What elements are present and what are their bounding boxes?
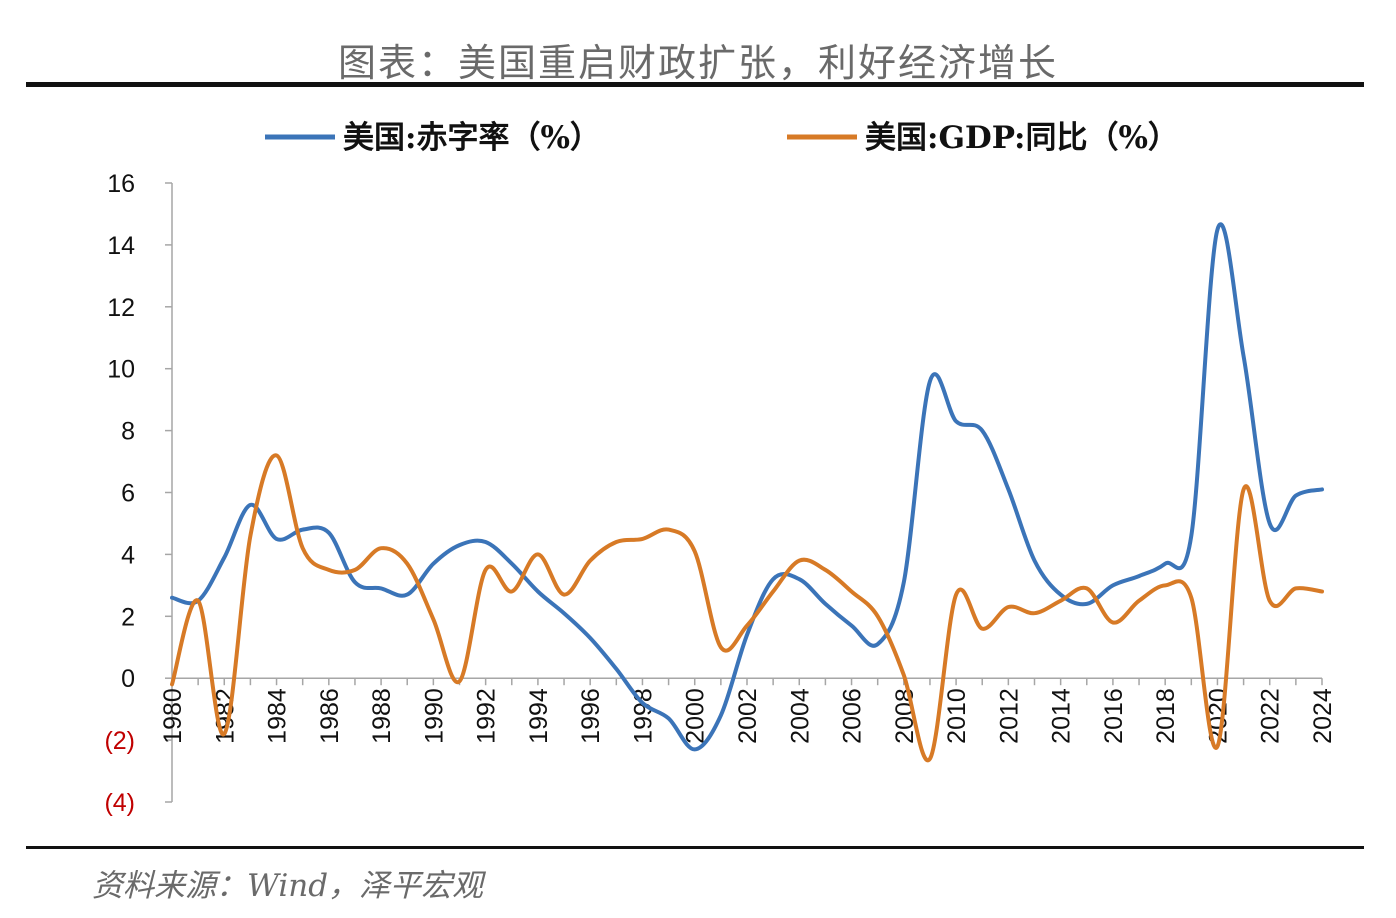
x-tick-label: 2004	[786, 688, 814, 744]
y-tick-label: 10	[107, 356, 135, 384]
x-tick-label: 1994	[525, 688, 553, 744]
y-tick-label: 2	[121, 603, 135, 631]
x-tick-label: 2000	[682, 688, 710, 744]
series-line-2	[170, 453, 1324, 763]
x-tick-label: 2014	[1048, 688, 1076, 744]
legend: 美国:赤字率（%） 美国:GDP:同比（%）	[265, 120, 1179, 156]
y-tick-label: (2)	[104, 727, 135, 755]
y-tick-label: 4	[121, 541, 135, 569]
x-tick-label: 1988	[368, 688, 396, 744]
x-tick-label: 1984	[264, 688, 292, 744]
x-tick-label: 2024	[1309, 688, 1337, 744]
y-tick-label: 8	[121, 418, 135, 446]
legend-label-2: 美国:GDP:同比（%）	[865, 120, 1179, 156]
chart-title: 图表：美国重启财政扩张，利好经济增长	[337, 41, 1058, 85]
x-tick-label: 2012	[995, 688, 1023, 744]
x-tick-label: 1992	[473, 688, 501, 744]
y-axis: 16 14 12 10 8 6 4 2 0 (2) (4)	[104, 170, 173, 817]
y-tick-label: 12	[107, 294, 135, 322]
y-tick-label: 6	[121, 480, 135, 508]
top-rule	[26, 82, 1364, 87]
series-line-1	[170, 222, 1324, 752]
x-tick-label: 1998	[629, 688, 657, 744]
x-tick-label: 2002	[734, 688, 762, 744]
x-tick-label: 1980	[159, 688, 187, 744]
x-tick-label: 1990	[420, 688, 448, 744]
x-tick-label: 2022	[1257, 688, 1285, 744]
y-tick-label: 16	[107, 170, 135, 198]
x-tick-label: 2006	[839, 688, 867, 744]
x-tick-label: 2016	[1100, 688, 1128, 744]
y-tick-label: 0	[121, 665, 135, 693]
x-tick-label: 2010	[943, 688, 971, 744]
bottom-rule	[26, 846, 1364, 849]
series-layer	[170, 222, 1324, 763]
legend-label-1: 美国:赤字率（%）	[343, 120, 601, 156]
y-tick-label: 14	[107, 232, 135, 260]
x-axis: 1980 1982 1984 1986 1988 1990 1992 1994 1996 1998…	[159, 677, 1337, 744]
x-tick-label: 2018	[1152, 688, 1180, 744]
y-tick-label: (4)	[104, 789, 135, 817]
source-note: 资料来源：Wind，泽平宏观	[92, 868, 484, 904]
x-tick-label: 1986	[316, 688, 344, 744]
x-tick-label: 1996	[577, 688, 605, 744]
